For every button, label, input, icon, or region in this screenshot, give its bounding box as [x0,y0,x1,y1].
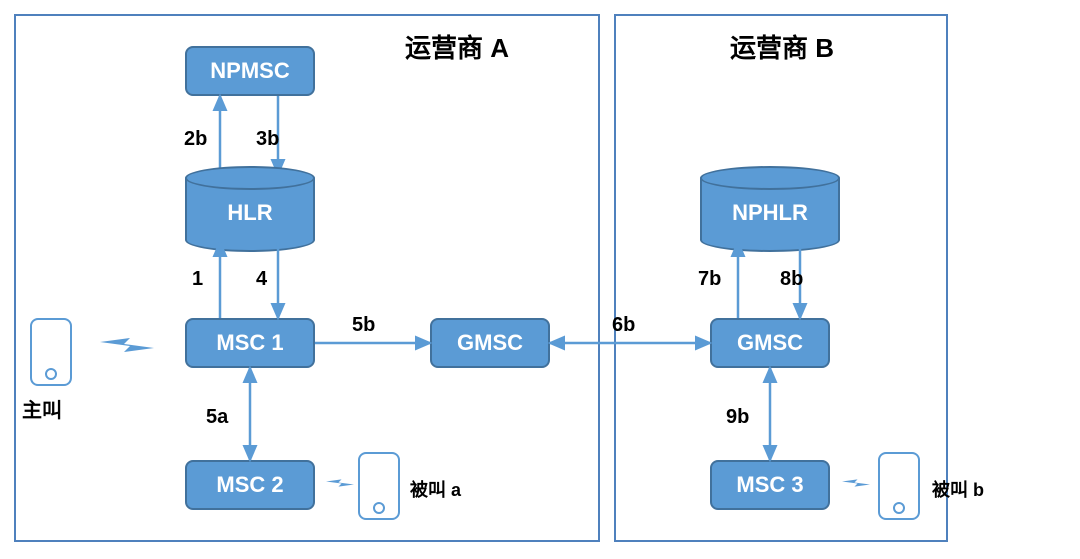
phone-caller-label: 主叫 [22,394,62,423]
edge-label-e8b: 8b [780,268,803,291]
node-msc1-label: MSC 1 [216,330,283,356]
node-npmsc: NPMSC [185,46,315,96]
node-gmsc-b-label: GMSC [737,330,803,356]
edge-label-e4: 4 [256,268,267,291]
node-npmsc-label: NPMSC [210,58,289,84]
node-msc2: MSC 2 [185,460,315,510]
edge-label-e6b: 6b [612,314,635,337]
panel-a-title: 运营商 A [405,28,509,65]
bolt-icon [842,472,870,494]
phone-callee-a-label: 被叫 a [410,476,461,502]
bolt-icon [326,472,354,494]
phone-caller-icon [30,318,72,386]
node-gmsc-a: GMSC [430,318,550,368]
node-nphlr: NPHLR [700,166,840,252]
phone-callee-b-icon [878,452,920,520]
node-msc3: MSC 3 [710,460,830,510]
node-msc3-label: MSC 3 [736,472,803,498]
node-gmsc-b: GMSC [710,318,830,368]
node-hlr-label: HLR [185,200,315,226]
edge-label-e9b: 9b [726,406,749,429]
phone-callee-b-label: 被叫 b [932,476,984,502]
panel-b-title: 运营商 B [730,28,834,65]
node-gmsc-a-label: GMSC [457,330,523,356]
bolt-icon [100,334,154,356]
phone-callee-a-icon [358,452,400,520]
node-hlr: HLR [185,166,315,252]
node-nphlr-label: NPHLR [700,200,840,226]
node-msc2-label: MSC 2 [216,472,283,498]
edge-label-e1: 1 [192,268,203,291]
edge-label-e7b: 7b [698,268,721,291]
edge-label-e2b: 2b [184,128,207,151]
node-msc1: MSC 1 [185,318,315,368]
edge-label-e3b: 3b [256,128,279,151]
edge-label-e5a: 5a [206,406,228,429]
edge-label-e5b: 5b [352,314,375,337]
